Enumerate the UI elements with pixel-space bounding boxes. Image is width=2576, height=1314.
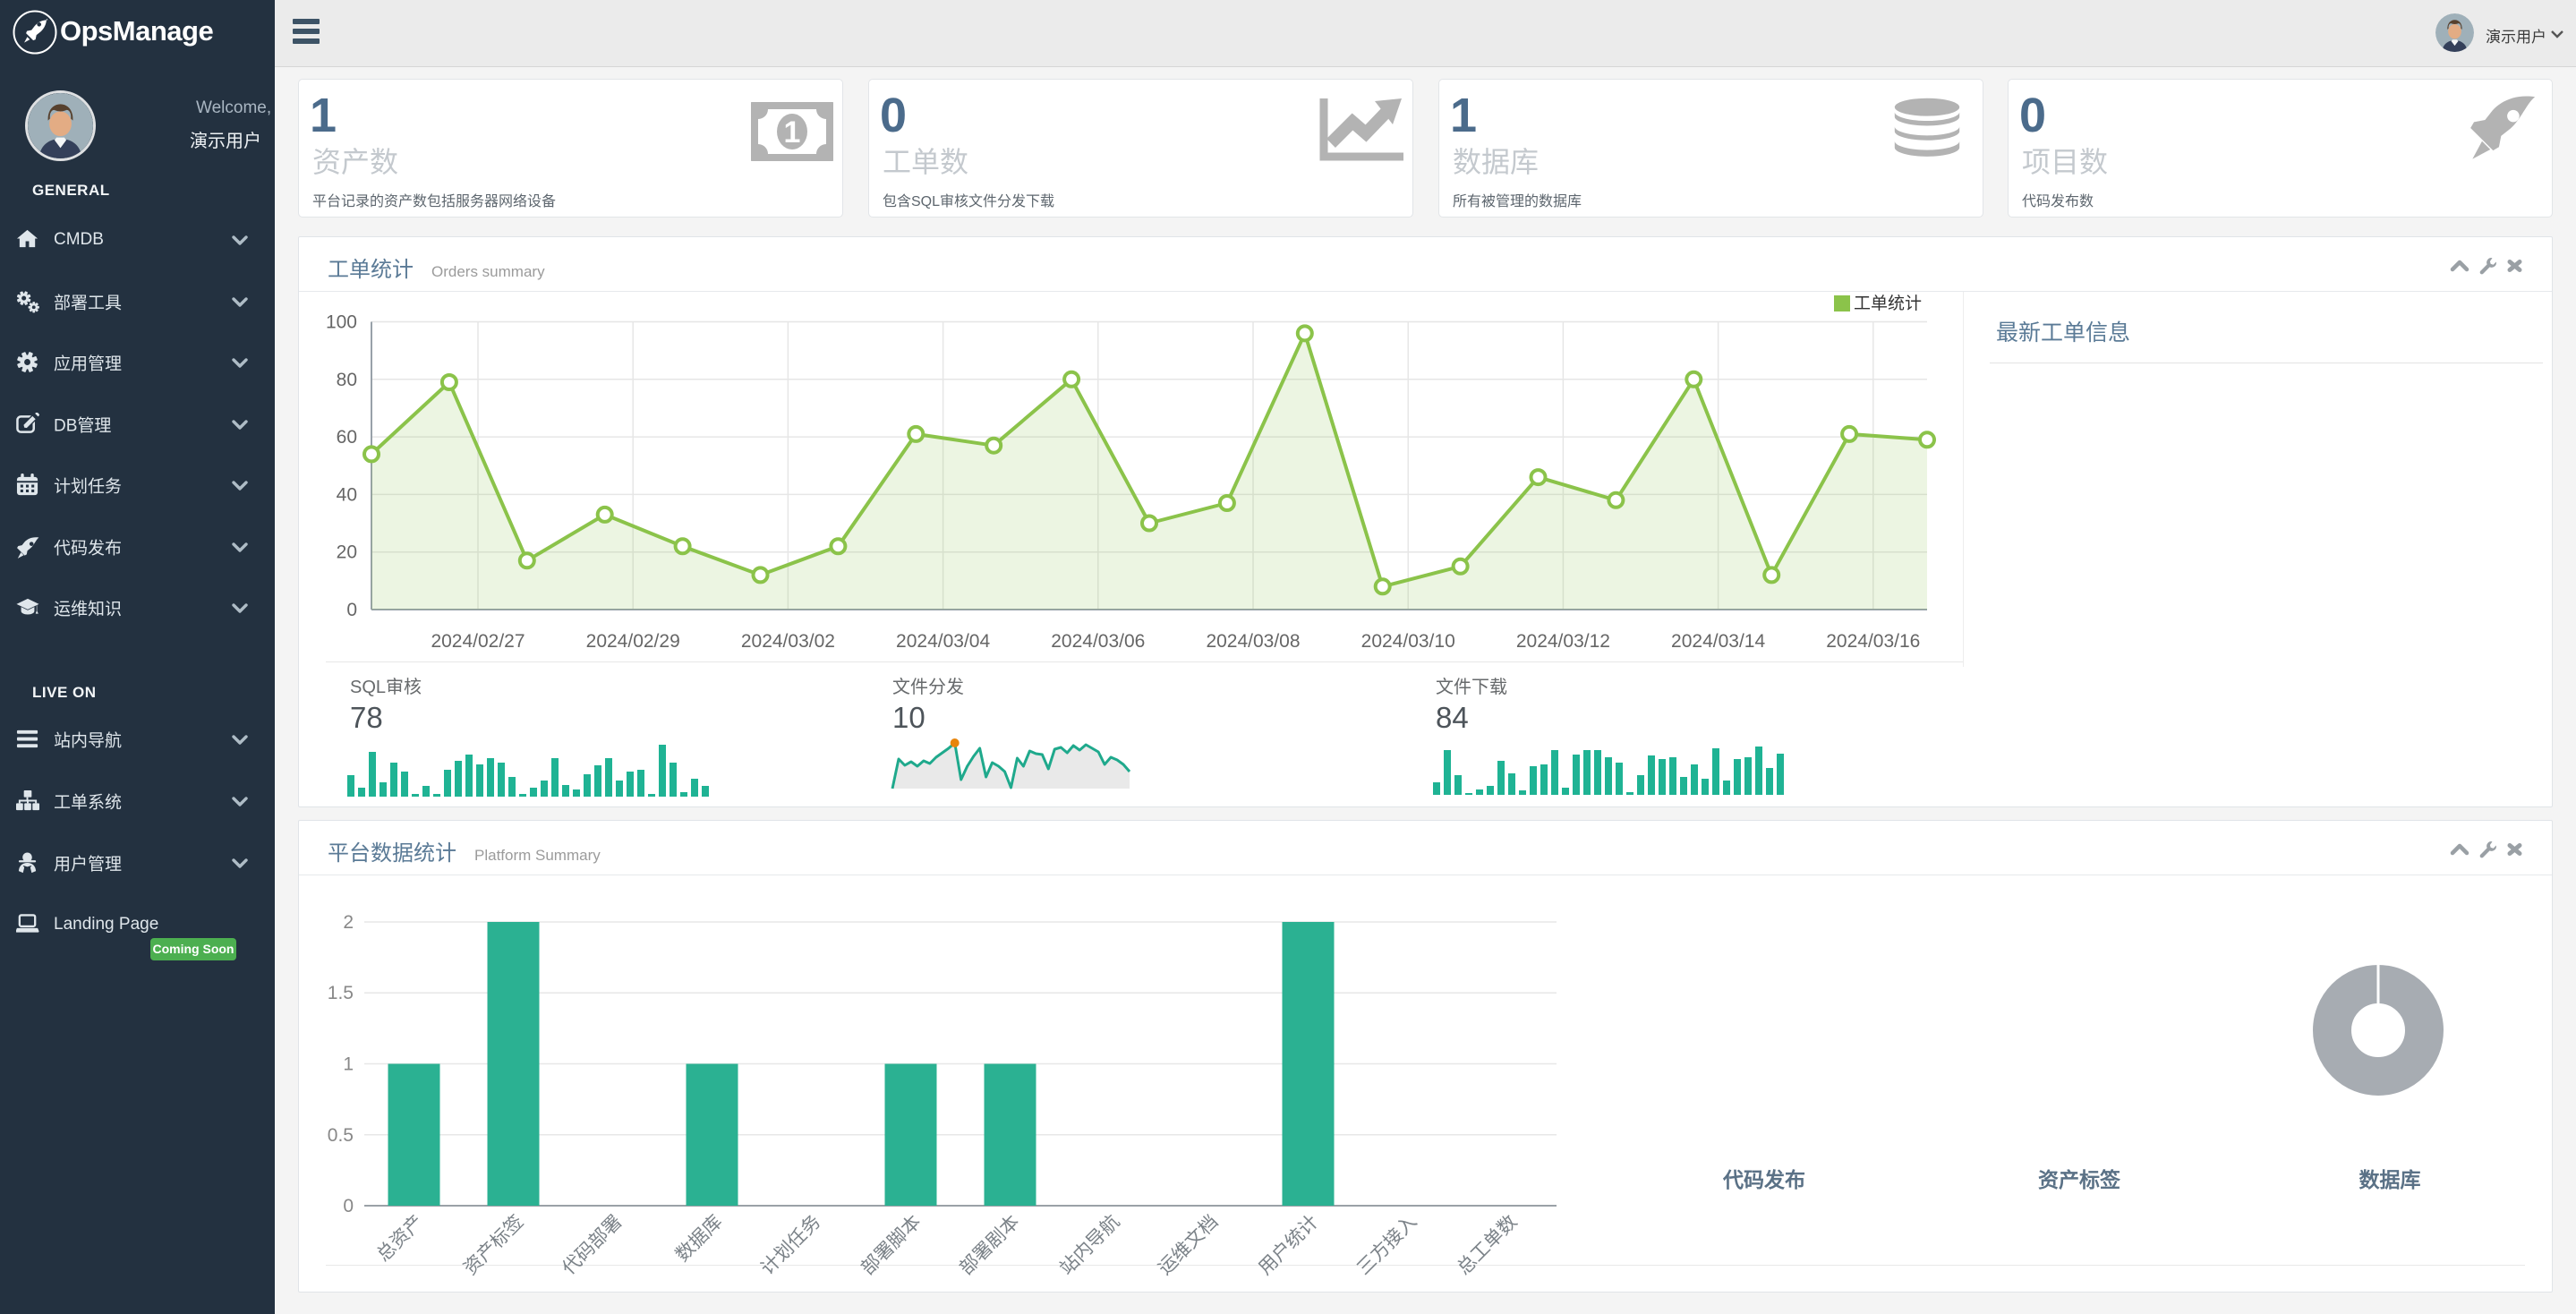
- svg-text:2024/03/02: 2024/03/02: [741, 631, 835, 652]
- svg-text:用户统计: 用户统计: [1255, 1211, 1323, 1279]
- svg-text:80: 80: [337, 370, 357, 390]
- svg-text:0: 0: [346, 600, 357, 620]
- svg-text:站内导航: 站内导航: [1056, 1211, 1124, 1279]
- svg-text:总工单数: 总工单数: [1454, 1211, 1522, 1279]
- svg-text:2024/03/14: 2024/03/14: [1671, 631, 1765, 652]
- svg-text:0: 0: [343, 1196, 354, 1216]
- svg-text:2: 2: [343, 912, 354, 933]
- svg-text:工单统计: 工单统计: [1854, 294, 1922, 313]
- svg-text:数据库: 数据库: [672, 1211, 727, 1266]
- svg-text:2024/03/08: 2024/03/08: [1206, 631, 1300, 652]
- svg-text:数据库: 数据库: [2359, 1168, 2421, 1191]
- svg-text:2024/03/12: 2024/03/12: [1516, 631, 1610, 652]
- svg-text:0.5: 0.5: [328, 1125, 354, 1146]
- svg-text:资产标签: 资产标签: [2038, 1168, 2121, 1191]
- svg-text:总资产: 总资产: [373, 1211, 428, 1266]
- svg-text:2024/03/16: 2024/03/16: [1826, 631, 1920, 652]
- svg-text:20: 20: [337, 542, 357, 563]
- svg-text:代码发布: 代码发布: [1722, 1168, 1805, 1191]
- svg-text:部署脚本: 部署脚本: [857, 1211, 925, 1279]
- svg-text:2024/03/10: 2024/03/10: [1361, 631, 1455, 652]
- svg-text:代码部署: 代码部署: [559, 1211, 627, 1279]
- svg-text:2024/02/27: 2024/02/27: [431, 631, 525, 652]
- svg-text:2024/03/06: 2024/03/06: [1051, 631, 1145, 652]
- svg-text:三方接入: 三方接入: [1353, 1211, 1421, 1279]
- svg-text:1: 1: [343, 1054, 354, 1075]
- svg-text:部署剧本: 部署剧本: [956, 1211, 1024, 1279]
- svg-text:1: 1: [784, 115, 801, 149]
- svg-text:40: 40: [337, 484, 357, 505]
- svg-text:资产标签: 资产标签: [460, 1211, 528, 1279]
- svg-text:2024/02/29: 2024/02/29: [586, 631, 680, 652]
- svg-text:计划任务: 计划任务: [757, 1211, 825, 1279]
- svg-text:100: 100: [326, 312, 357, 333]
- svg-text:60: 60: [337, 427, 357, 448]
- svg-text:2024/03/04: 2024/03/04: [896, 631, 990, 652]
- svg-text:1.5: 1.5: [328, 983, 354, 1003]
- svg-text:运维文档: 运维文档: [1155, 1211, 1223, 1279]
